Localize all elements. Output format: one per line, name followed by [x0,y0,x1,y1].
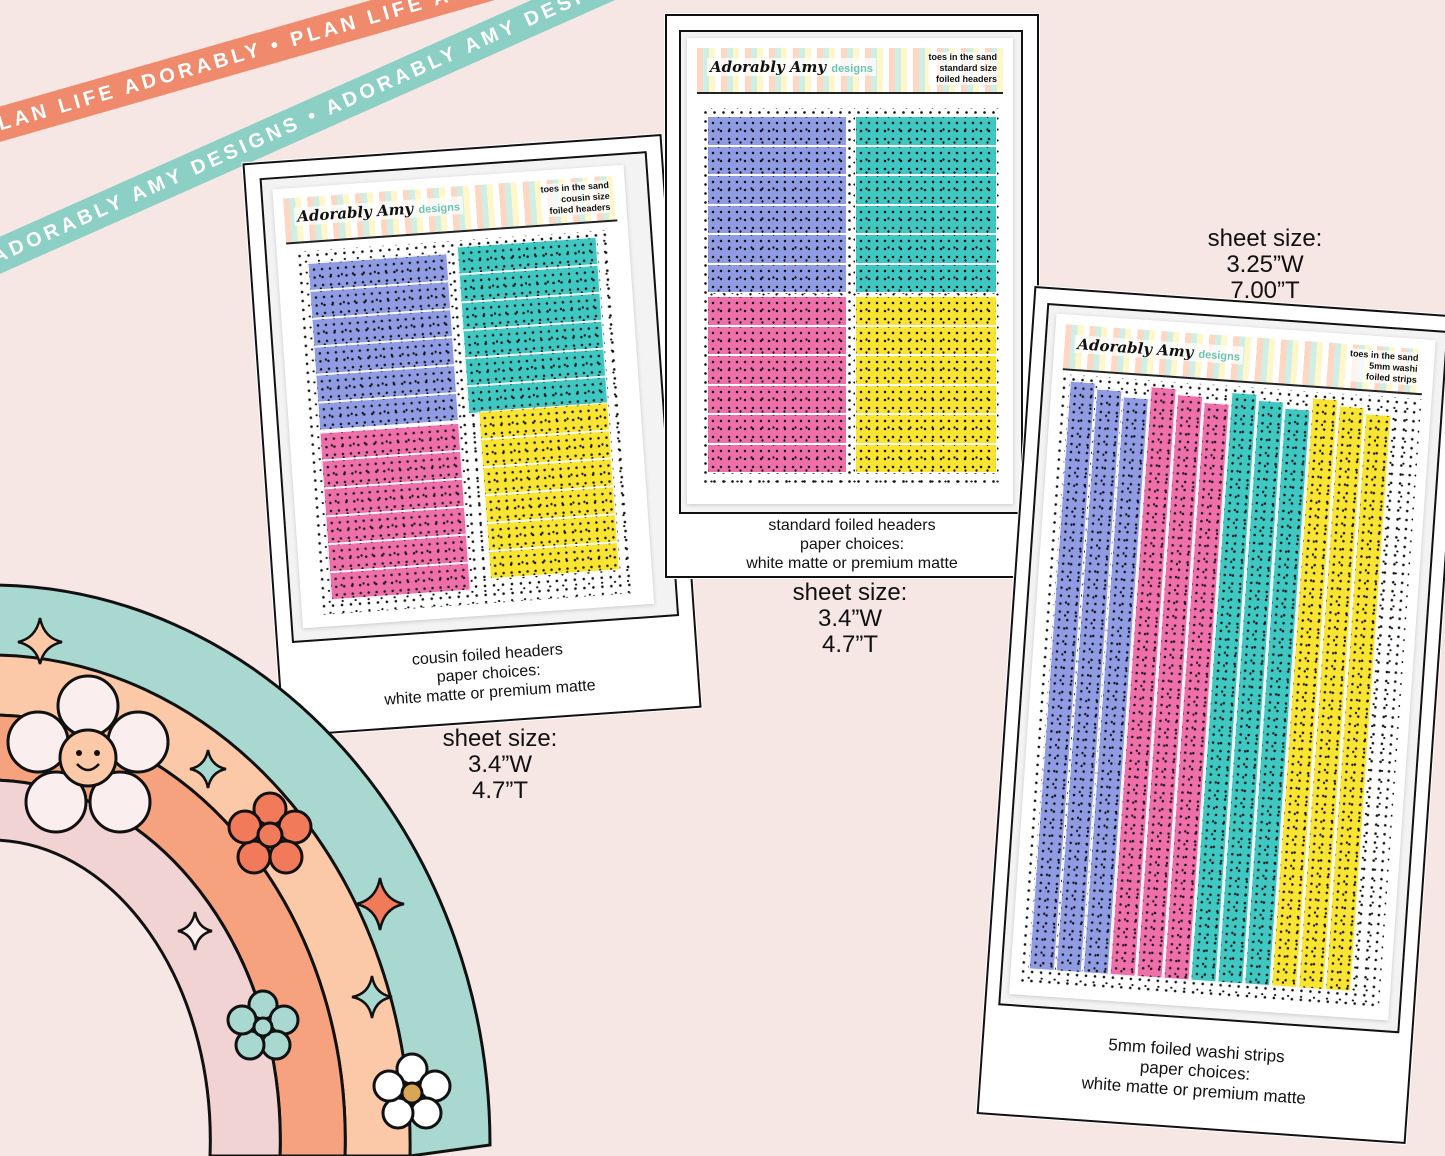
header-strip [855,145,997,175]
cousin-sticker-sheet: Adorably Amy designs toes in the sand co… [272,164,655,629]
brand-logo: Adorably Amy designs [707,58,876,76]
header-strip [855,116,997,146]
header-strip [855,204,997,234]
brand-logo: Adorably Amy designs [1073,334,1244,365]
standard-card-inner-frame: Adorably Amy designs toes in the sand st… [679,30,1023,514]
washi-sheet-size: sheet size: 3.25”W 7.00”T [1207,225,1323,304]
standard-sticker-sheet: Adorably Amy designs toes in the sand st… [687,38,1013,504]
header-strip [855,443,997,473]
sparkle-icon [177,911,213,951]
header-strip [707,296,847,326]
header-strip [855,355,997,385]
header-strip [855,384,997,414]
cousin-sheet-size: sheet size: 3.4”W 4.7”T [442,725,558,804]
header-strip [707,414,847,444]
cousin-card-frame: Adorably Amy designs toes in the sand co… [242,134,702,737]
cousin-sheet-title: toes in the sand cousin size foiled head… [540,179,611,218]
washi-strips [1028,380,1413,1002]
washi-caption: 5mm foiled washi strips paper choices: w… [1080,1035,1307,1108]
sparkle-icon [17,617,63,665]
standard-header-strips [707,116,997,476]
cousin-header-card: Adorably Amy designs toes in the sand co… [242,134,702,737]
header-strip [707,443,847,473]
sparkle-icon [355,877,405,931]
header-strip [707,355,847,385]
orange-flower-icon [227,791,313,875]
header-strip [707,325,847,355]
rainbow-inner-band [0,778,282,1156]
standard-sheet-title: toes in the sand standard size foiled he… [928,52,997,85]
teal-flower-icon [226,989,300,1061]
brand-logo: Adorably Amy designs [293,196,464,226]
header-strip [855,414,997,444]
header-strip [707,204,847,234]
standard-caption: standard foiled headers paper choices: w… [746,517,958,572]
sparkle-icon [351,975,393,1019]
header-strip [855,234,997,264]
washi-card-inner-frame: Adorably Amy designs toes in the sand 5m… [998,302,1445,1034]
smiley-flower-icon [6,674,170,834]
header-strip [707,263,847,293]
header-strip [707,145,847,175]
header-strip [855,175,997,205]
header-strip [707,234,847,264]
washi-sheet-title: toes in the sand 5mm washi foiled strips [1348,348,1419,386]
cousin-header-strips [307,236,621,602]
washi-card-frame: Adorably Amy designs toes in the sand 5m… [976,286,1445,1144]
standard-header-card: Adorably Amy designs toes in the sand st… [665,14,1039,578]
sparkle-icon [189,749,227,789]
header-strip [855,263,997,293]
washi-sticker-sheet: Adorably Amy designs toes in the sand 5m… [1009,313,1436,1021]
standard-sheet-header: Adorably Amy designs toes in the sand st… [697,48,1003,94]
header-strip [855,296,997,326]
white-flower-icon [372,1052,452,1130]
header-strip [707,175,847,205]
standard-sheet-size: sheet size: 3.4”W 4.7”T [792,579,908,658]
header-strip [707,116,847,146]
header-strip [855,325,997,355]
cousin-caption: cousin foiled headers paper choices: whi… [383,641,597,709]
rainbow-orange-band [0,713,347,1156]
cousin-card-inner-frame: Adorably Amy designs toes in the sand co… [259,151,680,644]
washi-strip-card: Adorably Amy designs toes in the sand 5m… [976,286,1445,1144]
header-strip [707,384,847,414]
